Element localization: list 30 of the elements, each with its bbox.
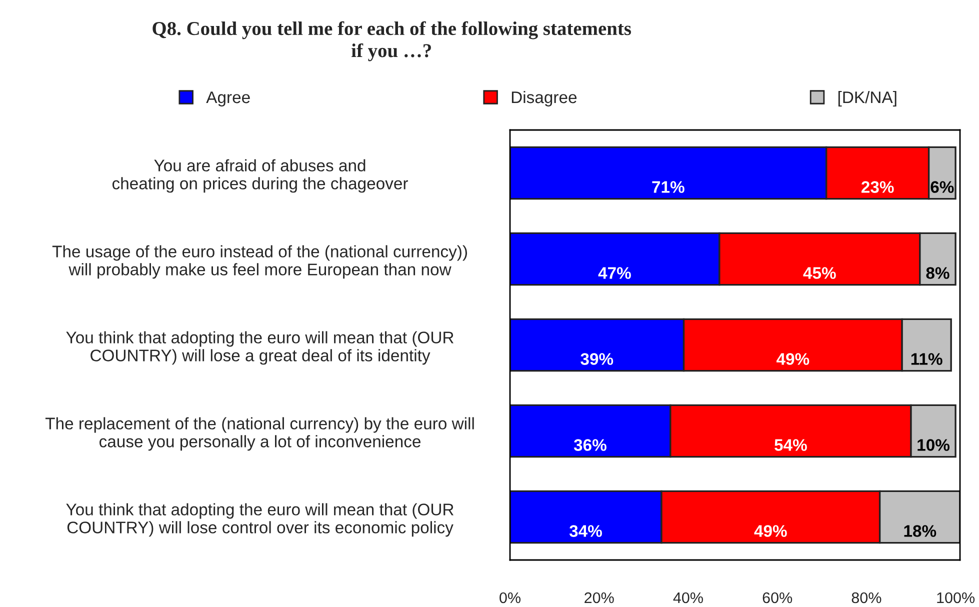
- data-label: 49%: [776, 353, 810, 365]
- data-label: 49%: [754, 525, 787, 537]
- legend-label: Agree: [206, 92, 250, 106]
- x-tick-label: 0%: [500, 592, 520, 604]
- data-label: 47%: [598, 267, 631, 279]
- legend-label: Disagree: [512, 90, 577, 106]
- chart-title: Q8. Could you tell me for each of the following statements if you …?: [152, 21, 632, 62]
- y-tick-label: You think that adopting the euro will mean that (OUR COUNTRY) will lose control over its economic policy: [66, 503, 454, 537]
- x-tick-label: 80%: [852, 592, 882, 604]
- data-label: 54%: [774, 439, 807, 451]
- y-tick-label: The usage of the euro instead of the (national currency)) will probably make us feel more European than now: [52, 245, 467, 279]
- x-tick-label: 40%: [673, 592, 703, 604]
- data-label: 34%: [569, 525, 602, 537]
- y-tick-label: The replacement of the (national currency) by the euro will cause you personally a lot of inconvenience: [45, 417, 474, 451]
- y-tick-label: You think that adopting the euro will mean that (OUR COUNTRY) will lose a great deal of its identity: [66, 331, 454, 365]
- data-label: 6%: [930, 181, 954, 193]
- legend-label: [DK/NA]: [838, 90, 896, 106]
- data-label: 45%: [803, 267, 836, 279]
- data-label: 71%: [652, 181, 684, 193]
- y-tick-label: You are afraid of abuses and cheating on prices during the chageover: [112, 159, 408, 193]
- x-tick-label: 100%: [937, 592, 975, 604]
- data-label: 39%: [580, 353, 614, 365]
- data-label: 23%: [861, 181, 894, 193]
- data-label: 10%: [918, 439, 950, 451]
- x-tick-label: 20%: [584, 592, 614, 604]
- data-label: 18%: [904, 525, 936, 537]
- x-tick-label: 60%: [762, 592, 792, 604]
- data-label: 8%: [926, 267, 950, 279]
- data-label: 11%: [911, 353, 942, 365]
- data-label: 36%: [574, 439, 606, 451]
